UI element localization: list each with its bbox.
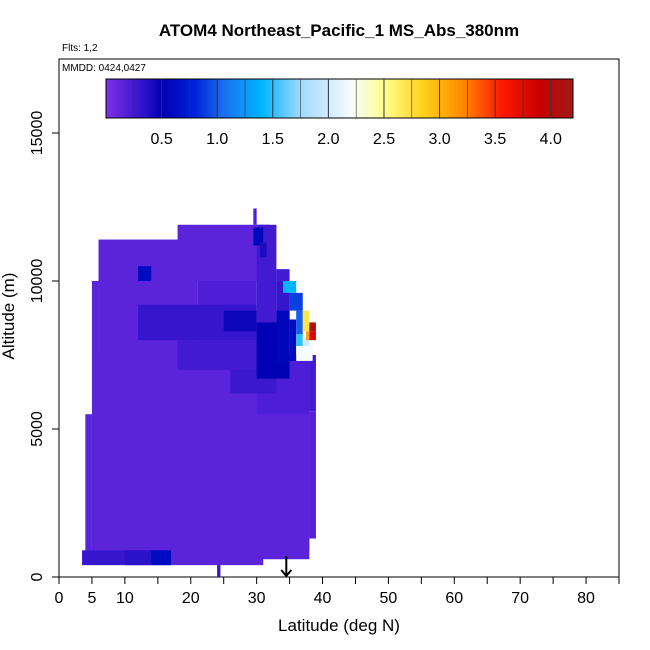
colorbar-tick-label: 2.0 bbox=[317, 131, 339, 148]
data-cell bbox=[223, 310, 257, 332]
x-tick-label: 30 bbox=[248, 590, 266, 607]
data-cell bbox=[289, 292, 303, 311]
down-arrow-icon bbox=[280, 556, 293, 578]
x-tick-label: 50 bbox=[380, 590, 398, 607]
chart-title: ATOM4 Northeast_Pacific_1 MS_Abs_380nm bbox=[159, 21, 519, 40]
x-tick-label: 70 bbox=[511, 590, 529, 607]
colorbar-tick-label: 0.5 bbox=[150, 131, 172, 148]
colorbar-tick-label: 2.5 bbox=[373, 131, 395, 148]
data-cell bbox=[296, 346, 313, 361]
x-axis-label: Latitude (deg N) bbox=[278, 616, 400, 635]
data-cell bbox=[309, 331, 316, 341]
data-cell bbox=[306, 331, 310, 341]
colorbar-tick-label: 1.0 bbox=[206, 131, 228, 148]
data-cell bbox=[253, 227, 264, 246]
x-tick-label: 80 bbox=[577, 590, 595, 607]
x-tick-label: 5 bbox=[87, 590, 96, 607]
y-tick-label: 15000 bbox=[29, 111, 46, 156]
x-tick-label: 40 bbox=[314, 590, 332, 607]
y-tick-label: 10000 bbox=[29, 259, 46, 304]
data-cell bbox=[296, 310, 303, 335]
x-tick-label: 60 bbox=[445, 590, 463, 607]
data-cell bbox=[309, 340, 314, 353]
data-cell bbox=[217, 565, 221, 577]
data-cell bbox=[296, 334, 303, 347]
data-cell bbox=[283, 281, 297, 293]
data-cell bbox=[289, 319, 297, 361]
colorbar-ticks: 0.5 1.0 1.5 2.0 2.5 3.0 3.5 4.0 bbox=[133, 79, 562, 148]
data-cell bbox=[253, 208, 257, 225]
x-axis: 0 5 10 20 30 40 50 60 70 80 bbox=[55, 577, 620, 607]
data-cell bbox=[289, 414, 310, 551]
flights-label: Flts: 1,2 bbox=[62, 43, 98, 54]
data-cell bbox=[302, 337, 310, 347]
x-tick-label: 0 bbox=[55, 590, 64, 607]
data-cell bbox=[309, 322, 316, 332]
x-tick-label: 10 bbox=[116, 590, 134, 607]
data-cell bbox=[138, 266, 152, 281]
y-axis: 0 5000 10000 15000 bbox=[29, 111, 59, 581]
colorbar-tick-label: 4.0 bbox=[540, 131, 562, 148]
colorbar-tick-label: 3.0 bbox=[428, 131, 450, 148]
data-cell bbox=[259, 242, 267, 258]
data-cell bbox=[309, 411, 316, 539]
data-cell bbox=[302, 310, 310, 332]
colorbar-gradient bbox=[105, 78, 574, 119]
annotations bbox=[280, 556, 293, 578]
data-cell bbox=[309, 355, 316, 412]
data-cell bbox=[85, 414, 92, 560]
data-cell bbox=[91, 281, 99, 355]
data-cell bbox=[124, 550, 152, 566]
x-tick-label: 20 bbox=[182, 590, 200, 607]
plot-frame bbox=[58, 58, 620, 578]
colorbar-tick-label: 3.5 bbox=[484, 131, 506, 148]
colorbar: 0.5 1.0 1.5 2.0 2.5 3.0 3.5 4.0 bbox=[105, 78, 574, 148]
dates-label: MMDD: 0424,0427 bbox=[62, 63, 146, 74]
data-cell bbox=[171, 550, 264, 566]
y-tick-label: 0 bbox=[29, 572, 46, 581]
data-cells bbox=[82, 208, 316, 577]
data-cell bbox=[151, 550, 171, 566]
y-tick-label: 5000 bbox=[29, 411, 46, 447]
y-axis-label: Altitude (m) bbox=[0, 273, 18, 360]
colorbar-tick-label: 1.5 bbox=[262, 131, 284, 148]
data-cell bbox=[276, 269, 290, 281]
data-cell bbox=[276, 310, 290, 364]
